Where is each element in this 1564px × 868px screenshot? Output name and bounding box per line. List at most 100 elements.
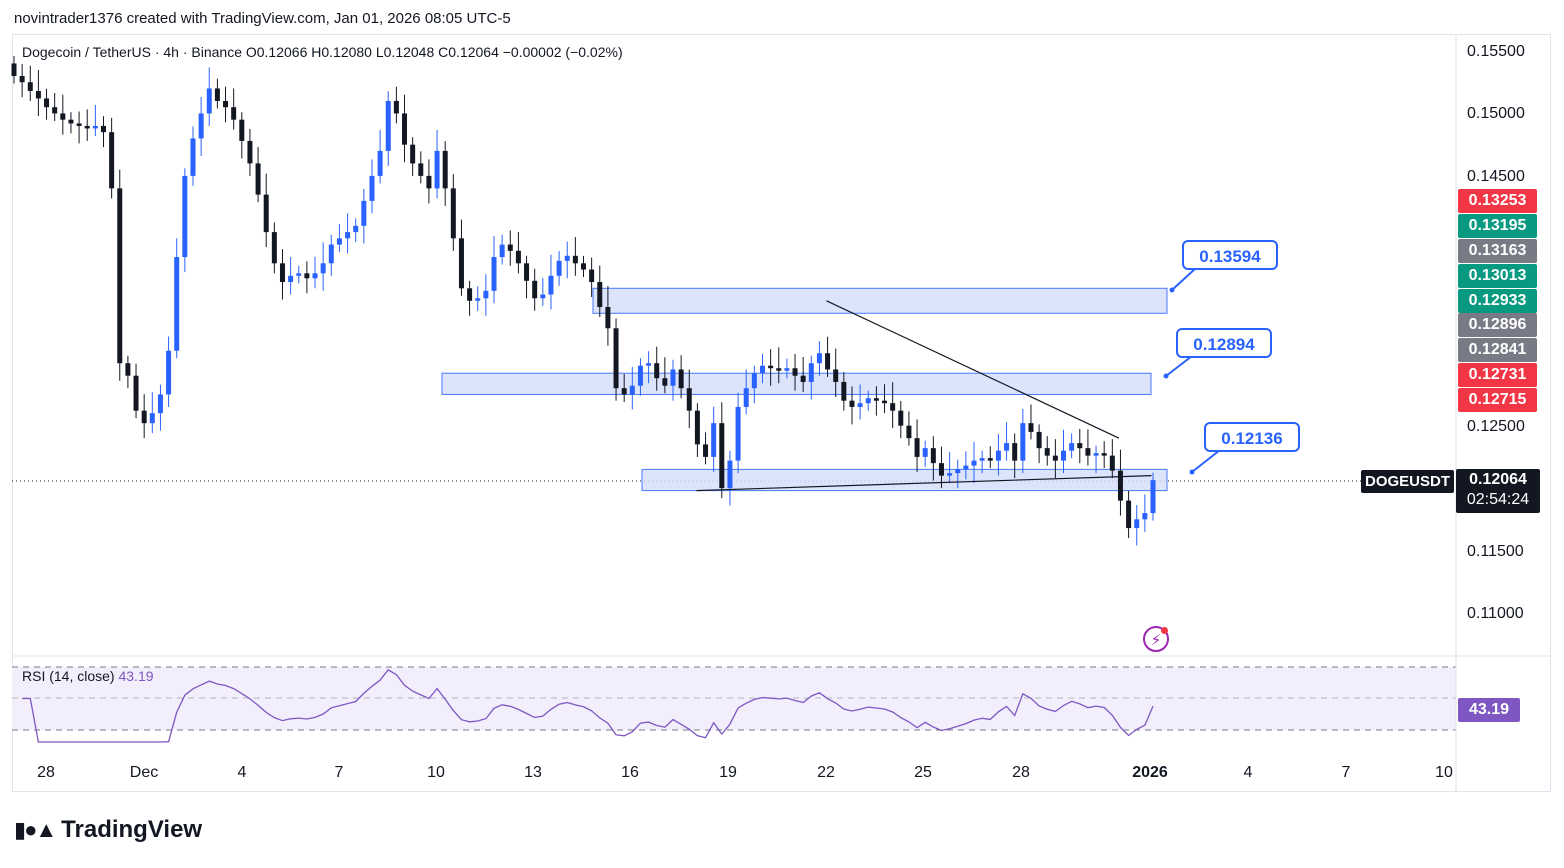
candle-body (483, 290, 489, 299)
candle-body (572, 255, 578, 264)
callout-pointer (1171, 267, 1197, 291)
candle-body (849, 400, 855, 407)
candle-body (1052, 455, 1058, 461)
zone-callout-middle[interactable]: 0.12894 (1176, 328, 1272, 358)
candle-body (320, 263, 326, 274)
candle-body (125, 363, 131, 376)
tradingview-logo[interactable]: ▮●▲ TradingView (14, 816, 202, 844)
candle-body (1004, 443, 1010, 451)
time-label: 2026 (1132, 764, 1168, 781)
price-label: 0.12500 (1467, 418, 1525, 435)
candle-body (841, 381, 847, 401)
candle-body (434, 150, 440, 189)
zone-callout-lower[interactable]: 0.12136 (1204, 422, 1300, 452)
candle-body (938, 463, 944, 476)
candle-body (1069, 443, 1075, 451)
candle-body (597, 282, 603, 308)
candle-body (377, 150, 383, 176)
time-label: Dec (129, 764, 159, 781)
price-tag: 0.13013 (1458, 264, 1537, 288)
support-resistance-zones (441, 287, 1168, 492)
price-tag: 0.13163 (1458, 239, 1537, 263)
chart-frame (12, 34, 1551, 792)
candle-body (255, 163, 261, 195)
candle-body (711, 423, 717, 457)
candle-body (1142, 513, 1148, 520)
callout-pointer (1165, 355, 1193, 377)
zone-rect (592, 287, 1168, 314)
candle-body (800, 375, 806, 382)
candle-body (296, 273, 302, 276)
candle-body (768, 365, 774, 369)
candle-body (947, 473, 953, 476)
candle-body (11, 63, 17, 76)
candle-body (540, 294, 546, 299)
time-label: 4 (1243, 764, 1253, 781)
candle-body (808, 363, 814, 382)
price-tag: 0.12933 (1458, 289, 1537, 313)
candle-body (353, 225, 359, 233)
candle-body (995, 450, 1001, 461)
candle-body (686, 388, 692, 411)
candle-body (548, 275, 554, 295)
callout-pointer (1191, 449, 1221, 473)
candle-body (654, 363, 660, 379)
candle-body (442, 150, 448, 189)
candle-body (882, 400, 888, 404)
zone-callout-upper[interactable]: 0.13594 (1182, 240, 1278, 270)
candle-body (60, 113, 66, 120)
candle-body (27, 82, 33, 91)
candle-body (662, 378, 668, 386)
bar-countdown: 02:54:24 (1466, 491, 1530, 508)
candle-body (922, 448, 928, 457)
candle-body (678, 369, 684, 389)
candle-body (1085, 448, 1091, 456)
current-price: 0.12064 (1469, 471, 1527, 488)
time-label: 4 (237, 764, 247, 781)
candle-body (605, 307, 611, 329)
candle-body (833, 369, 839, 382)
candle-body (637, 365, 643, 386)
candle-body (629, 385, 635, 395)
candle-body (524, 263, 530, 281)
candle-body (402, 113, 408, 145)
candle-body (206, 88, 212, 114)
rsi-value-tag: 43.19 (1458, 698, 1520, 722)
price-tag: 0.13253 (1458, 189, 1537, 213)
candle-body (914, 438, 920, 457)
candle-body (279, 263, 285, 283)
tradingview-logo-icon: ▮●▲ (14, 817, 57, 842)
trendline (696, 475, 1152, 492)
candle-body (1077, 443, 1083, 449)
candle-body (963, 465, 969, 470)
time-label: 13 (524, 764, 542, 781)
price-tag: 0.12896 (1458, 313, 1537, 337)
candle-body (1117, 470, 1123, 501)
time-label: 7 (334, 764, 344, 781)
candle-body (613, 328, 619, 389)
time-label: 22 (817, 764, 835, 781)
candle-body (141, 410, 147, 424)
candle-body (467, 288, 473, 301)
candle-body (1036, 431, 1042, 449)
candle-body (735, 406, 741, 461)
candle-body (92, 125, 98, 129)
candle-body (491, 257, 497, 291)
candle-body (44, 98, 50, 108)
tradingview-logo-text: TradingView (61, 816, 203, 843)
time-label: 28 (37, 764, 55, 781)
rsi-legend-value: 43.19 (118, 668, 154, 684)
candle-body (1012, 443, 1018, 461)
candle-body (223, 100, 229, 108)
trendlines (696, 300, 1152, 492)
candle-body (987, 458, 993, 461)
current-price-tag: 0.12064 02:54:24 (1456, 469, 1540, 513)
candle-body (930, 448, 936, 464)
candle-body (499, 244, 505, 258)
candle-body (816, 353, 822, 364)
bolt-icon[interactable]: ⚡ (1143, 626, 1169, 652)
callout-pointers (1163, 267, 1221, 475)
candle-body (100, 125, 106, 133)
candle-body (426, 175, 432, 189)
